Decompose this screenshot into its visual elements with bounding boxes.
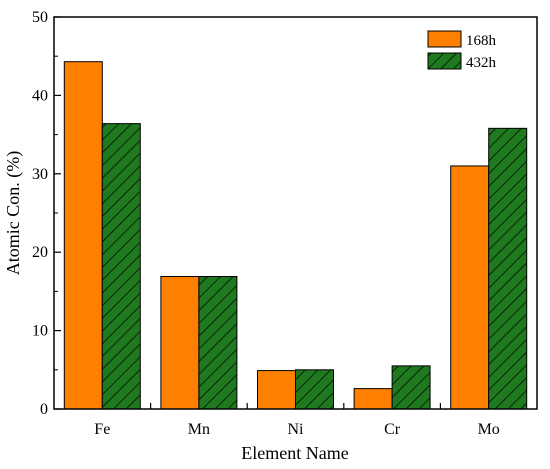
y-tick-label-50: 50 [32, 9, 48, 26]
legend-swatch-432h [427, 52, 462, 70]
bar-ni-168h [257, 370, 296, 410]
x-tick-label-cr: Cr [384, 421, 401, 438]
legend: 168h 432h [427, 30, 497, 71]
x-tick-label-fe: Fe [94, 421, 110, 438]
y-tick-label-0: 0 [40, 401, 48, 418]
x-tick-label-ni: Ni [288, 421, 305, 438]
x-axis-title: Element Name [241, 443, 348, 463]
bar-fe-432h [101, 123, 141, 410]
bar-mo-432h [488, 127, 528, 410]
x-tick-label-mo: Mo [478, 421, 500, 438]
legend-swatch-168h [427, 30, 462, 48]
bar-fe-168h [63, 61, 103, 410]
bar-mo-168h [450, 165, 490, 410]
y-axis-title: Atomic Con. (%) [3, 151, 24, 275]
legend-label-168h: 168h [466, 33, 497, 49]
bar-cr-432h [391, 365, 431, 410]
legend-label-432h: 432h [466, 55, 497, 71]
y-tick-label-30: 30 [32, 166, 48, 183]
bars-group [63, 61, 528, 410]
x-tick-label-mn: Mn [188, 421, 210, 438]
bar-mn-432h [198, 276, 238, 410]
y-axis-ticks: 0 10 20 30 40 50 [32, 9, 61, 418]
y-tick-label-40: 40 [32, 87, 48, 104]
bar-cr-168h [353, 388, 393, 410]
y-tick-label-10: 10 [32, 323, 48, 340]
bar-mn-168h [160, 276, 200, 410]
bar-ni-432h [295, 369, 334, 410]
x-axis-ticks: Fe Mn Ni Cr Mo [94, 403, 500, 438]
y-tick-label-20: 20 [32, 244, 48, 261]
